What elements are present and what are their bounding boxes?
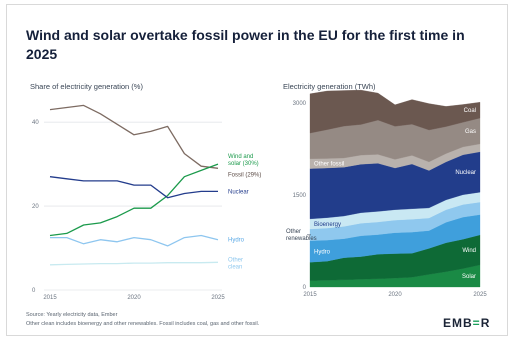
area-series xyxy=(309,89,481,134)
label-solar: Solar xyxy=(462,274,476,280)
label-wind-solar: solar (30%) xyxy=(228,161,259,167)
logo-mark: = xyxy=(472,316,481,330)
label-bioenergy: Bioenergy xyxy=(314,222,341,228)
right-y-tick-label: 3000 xyxy=(293,101,307,107)
left-x-tick-label: 2020 xyxy=(127,295,141,301)
label-wind-solar: Wind and xyxy=(228,154,253,160)
footer-notes: Source: Yearly electricity data, Ember O… xyxy=(26,311,259,329)
chart-title: Wind and solar overtake fossil power in … xyxy=(26,27,465,62)
label-other-fossil: Other fossil xyxy=(314,162,344,168)
definitions-note: Other clean includes bioenergy and other… xyxy=(26,321,260,327)
line-series xyxy=(49,176,218,199)
source-note: Source: Yearly electricity data, Ember xyxy=(26,312,118,318)
right-y-tick-label: 1500 xyxy=(293,193,307,199)
label-other-clean: clean xyxy=(228,264,242,270)
label-other-renewables: Other xyxy=(286,229,301,235)
label-other-renewables: renewables xyxy=(286,236,317,242)
label-other-clean: Other xyxy=(228,257,243,263)
right-y-tick-label: 0 xyxy=(303,285,307,291)
left-y-tick-label: 20 xyxy=(32,204,39,210)
right-x-tick-label: 2015 xyxy=(303,292,317,298)
logo-text-end: R xyxy=(480,316,491,330)
right-panel-title: Electricity generation (TWh) xyxy=(283,82,376,91)
left-panel-title: Share of electricity generation (%) xyxy=(30,82,143,91)
line-series xyxy=(50,234,219,247)
ember-logo: EMB=R xyxy=(443,316,490,330)
label-coal: Coal xyxy=(464,108,476,114)
line-series xyxy=(49,261,219,266)
label-nuclear-area: Nuclear xyxy=(455,170,476,176)
right-area-chart: 0 1500 3000 2015 2020 2025 Coal Gas Other fossil… xyxy=(286,89,487,298)
label-wind: Wind xyxy=(462,248,476,254)
label-hydro: Hydro xyxy=(228,238,245,244)
right-x-tick-label: 2025 xyxy=(473,292,487,298)
left-x-tick-label: 2025 xyxy=(211,295,225,301)
line-series xyxy=(49,163,219,237)
label-gas: Gas xyxy=(465,129,476,135)
label-nuclear: Nuclear xyxy=(228,189,249,195)
left-y-tick-label: 40 xyxy=(32,120,39,126)
line-series xyxy=(49,104,219,169)
right-x-tick-label: 2020 xyxy=(388,292,402,298)
left-x-tick-label: 2015 xyxy=(43,295,57,301)
label-fossil: Fossil (29%) xyxy=(228,172,261,178)
logo-text-start: EMB xyxy=(443,316,473,330)
label-hydro-area: Hydro xyxy=(314,249,331,255)
left-y-tick-label: 0 xyxy=(32,288,36,294)
